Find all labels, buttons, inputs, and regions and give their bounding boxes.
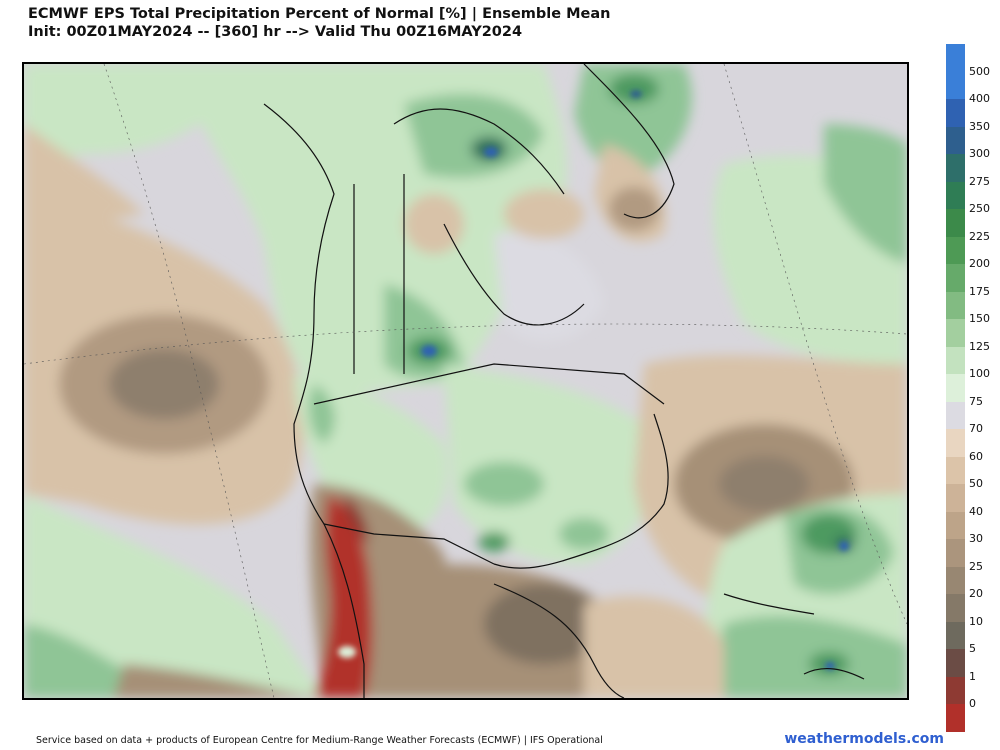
legend-colorbar [946, 44, 965, 732]
colorbar-tick-label: 5 [969, 642, 976, 656]
colorbar-segment [946, 291, 965, 320]
colorbar-segment [946, 484, 965, 512]
colorbar-tick-label: 60 [969, 449, 983, 463]
colorbar-tick-label: 1 [969, 669, 976, 683]
colorbar-tick-label: 150 [969, 312, 990, 326]
colorbar-tick-label: 350 [969, 119, 990, 133]
colorbar-segment [946, 649, 965, 677]
colorbar-segment [946, 71, 965, 100]
colorbar-tick-label: 400 [969, 92, 990, 106]
colorbar-tick-label: 25 [969, 559, 983, 573]
precip-cores [338, 90, 849, 670]
colorbar-segment [946, 539, 965, 567]
colorbar-segment [946, 126, 965, 155]
colorbar-tick-label: 0 [969, 697, 976, 711]
colorbar-tick-label: 275 [969, 174, 990, 188]
colorbar-tick-label: 20 [969, 587, 983, 601]
colorbar-tick-label: 75 [969, 394, 983, 408]
colorbar-tick-label: 250 [969, 202, 990, 216]
colorbar-segment [946, 346, 965, 375]
colorbar-segment-cap [946, 44, 965, 72]
colorbar-segment [946, 181, 965, 210]
colorbar-tick-label: 300 [969, 147, 990, 161]
brand-link[interactable]: weathermodels.com [784, 731, 944, 747]
colorbar-tick-label: 70 [969, 422, 983, 436]
colorbar-segment [946, 511, 965, 540]
map-outlines [263, 64, 865, 698]
colorbar-segment [946, 374, 965, 402]
legend-tick-labels: 500 400 350 300 275 250 225 200 175 150 125 100 75 70… [969, 44, 999, 732]
colorbar-tick-label: 40 [969, 504, 983, 518]
colorbar-segment [946, 209, 965, 237]
colorbar-segment [946, 264, 965, 292]
title-line-1: ECMWF EPS Total Precipitation Percent of… [28, 6, 611, 22]
colorbar-segment [946, 154, 965, 182]
colorbar-segment [946, 704, 965, 732]
colorbar-tick-label: 125 [969, 339, 990, 353]
colorbar-tick-label: 10 [969, 614, 983, 628]
colorbar-tick-label: 500 [969, 64, 990, 78]
precip-field [24, 64, 907, 698]
colorbar-segment [946, 676, 965, 705]
colorbar-tick-label: 175 [969, 284, 990, 298]
colorbar-tick-label: 100 [969, 367, 990, 381]
colorbar-segment [946, 621, 965, 650]
colorbar-segment [946, 99, 965, 127]
colorbar-segment [946, 319, 965, 347]
colorbar-segment [946, 566, 965, 595]
colorbar-tick-label: 225 [969, 229, 990, 243]
colorbar-tick-label: 30 [969, 532, 983, 546]
colorbar-segment [946, 456, 965, 485]
title-line-2: Init: 00Z01MAY2024 -- [360] hr --> Valid… [28, 24, 523, 40]
graticule [24, 64, 907, 698]
colorbar-tick-label: 50 [969, 477, 983, 491]
colorbar-tick-label: 200 [969, 257, 990, 271]
colorbar-segment [946, 236, 965, 265]
chart-title: ECMWF EPS Total Precipitation Percent of… [28, 5, 611, 41]
map-canvas [24, 64, 907, 698]
colorbar-segment [946, 594, 965, 622]
data-credit: Service based on data + products of Euro… [36, 735, 603, 746]
colorbar-segment [946, 429, 965, 457]
precipitation-map[interactable] [22, 62, 909, 700]
colorbar-segment [946, 401, 965, 430]
